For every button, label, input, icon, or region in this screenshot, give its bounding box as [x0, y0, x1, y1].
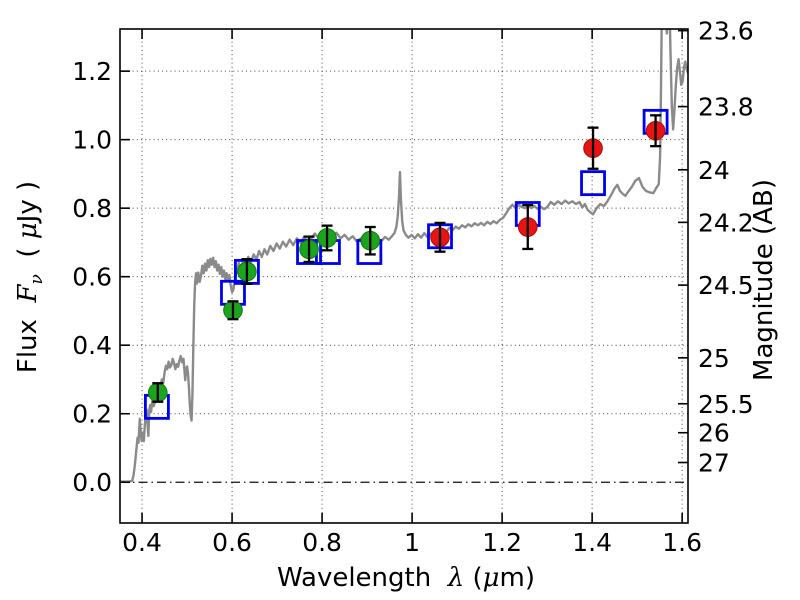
y-axis-label-left: Flux Fν ( μJy ) — [13, 181, 47, 373]
blue-square-marker — [580, 170, 606, 197]
x-tick-label: 1 — [404, 528, 420, 557]
y-tick-label-left: 0.8 — [72, 194, 112, 223]
y-tick-label-left: 0.2 — [72, 400, 112, 429]
flux-label-text: Flux — [13, 303, 43, 374]
x-tick-label: 1.4 — [572, 528, 612, 557]
x-tick-label: 0.4 — [122, 528, 162, 557]
mu-symbol: μ — [13, 222, 43, 239]
y-tick-label-left: 1.0 — [72, 126, 112, 155]
y-tick-label-right: 24.5 — [698, 271, 754, 300]
y-tick-label-left: 0.0 — [72, 468, 112, 497]
x-tick-label: 0.6 — [212, 528, 252, 557]
mu-symbol: μ — [483, 563, 500, 593]
x-axis-unit-close: m) — [500, 563, 535, 593]
y-tick-label-right: 26 — [698, 419, 730, 448]
flux-symbol: F — [13, 284, 43, 304]
y-tick-label-right: 27 — [698, 449, 730, 478]
x-axis-label: Wavelength λ (μm) — [277, 563, 535, 593]
y-tick-label-right: 23.6 — [698, 17, 754, 46]
y-tick-label-right: 23.8 — [698, 93, 754, 122]
y-tick-label-left: 0.6 — [72, 263, 112, 292]
model-spectrum-line — [120, 29, 688, 483]
lambda-symbol: λ — [447, 563, 464, 593]
x-tick-label: 1.6 — [662, 528, 702, 557]
x-tick-label: 1.2 — [482, 528, 522, 557]
error-bars — [152, 114, 662, 403]
y-tick-label-right: 24.2 — [698, 208, 754, 237]
x-axis-label-text: Wavelength — [277, 563, 448, 593]
flux-unit-open: ( — [13, 239, 43, 274]
axis-ticks — [120, 29, 688, 523]
y-tick-label-right: 24 — [698, 156, 730, 185]
y-tick-label-right: 25 — [698, 344, 730, 373]
nu-subscript: ν — [27, 274, 47, 284]
x-axis-unit-open: ( — [464, 563, 482, 593]
tick-labels: 0.4 0.6 0.8 1 1.2 1.4 1.6 0.0 0.2 0.4 0.6 0.8 1.0 1.2… — [72, 17, 753, 557]
y-tick-label-right: 25.5 — [698, 390, 754, 419]
y-axis-label-right: Magnitude (AB) — [749, 179, 779, 381]
y-tick-label-left: 1.2 — [72, 57, 112, 86]
x-tick-label: 0.8 — [302, 528, 342, 557]
flux-unit-close: Jy ) — [13, 181, 43, 224]
y-tick-label-left: 0.4 — [72, 331, 112, 360]
